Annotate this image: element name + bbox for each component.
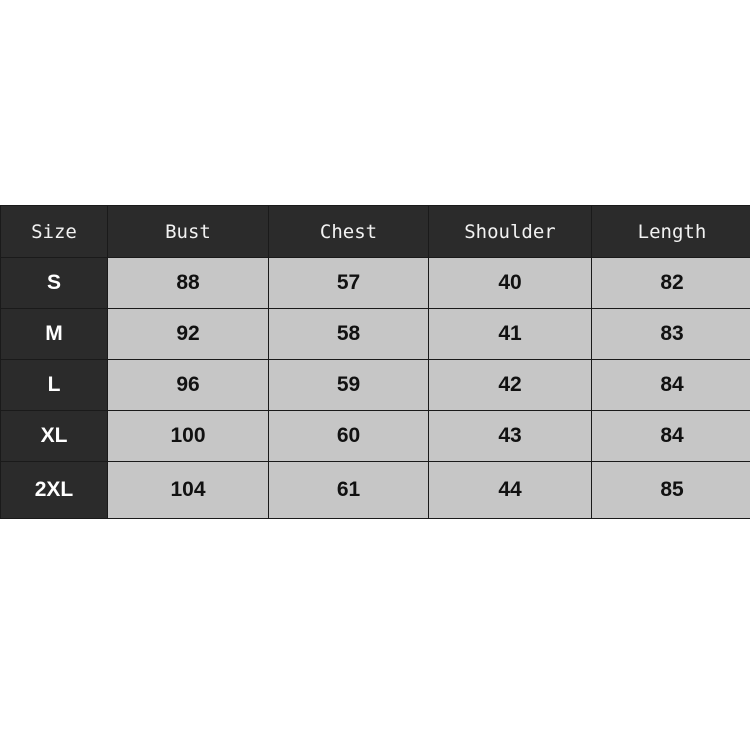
header-row: Size Bust Chest Shoulder Length	[0, 205, 750, 258]
cell-bust: 88	[107, 257, 269, 309]
header-shoulder: Shoulder	[428, 205, 592, 258]
cell-size: M	[0, 308, 108, 360]
cell-shoulder: 42	[428, 359, 592, 411]
table-row: L 96 59 42 84	[0, 359, 750, 411]
header-bust: Bust	[107, 205, 269, 258]
cell-shoulder: 44	[428, 461, 592, 519]
cell-chest: 60	[268, 410, 429, 462]
cell-bust: 92	[107, 308, 269, 360]
cell-length: 83	[591, 308, 750, 360]
header-chest: Chest	[268, 205, 429, 258]
cell-chest: 59	[268, 359, 429, 411]
table-row: S 88 57 40 82	[0, 257, 750, 309]
cell-length: 84	[591, 359, 750, 411]
cell-size: L	[0, 359, 108, 411]
table-row: M 92 58 41 83	[0, 308, 750, 360]
cell-bust: 100	[107, 410, 269, 462]
size-chart-table: Size Bust Chest Shoulder Length S 88 57 40 8…	[0, 205, 750, 519]
cell-chest: 61	[268, 461, 429, 519]
cell-shoulder: 43	[428, 410, 592, 462]
cell-length: 85	[591, 461, 750, 519]
cell-bust: 104	[107, 461, 269, 519]
cell-size: 2XL	[0, 461, 108, 519]
cell-bust: 96	[107, 359, 269, 411]
cell-size: S	[0, 257, 108, 309]
table-row: XL 100 60 43 84	[0, 410, 750, 462]
cell-chest: 58	[268, 308, 429, 360]
cell-length: 84	[591, 410, 750, 462]
table-row: 2XL 104 61 44 85	[0, 461, 750, 519]
cell-chest: 57	[268, 257, 429, 309]
header-size: Size	[0, 205, 108, 258]
cell-shoulder: 40	[428, 257, 592, 309]
cell-size: XL	[0, 410, 108, 462]
cell-shoulder: 41	[428, 308, 592, 360]
header-length: Length	[591, 205, 750, 258]
cell-length: 82	[591, 257, 750, 309]
